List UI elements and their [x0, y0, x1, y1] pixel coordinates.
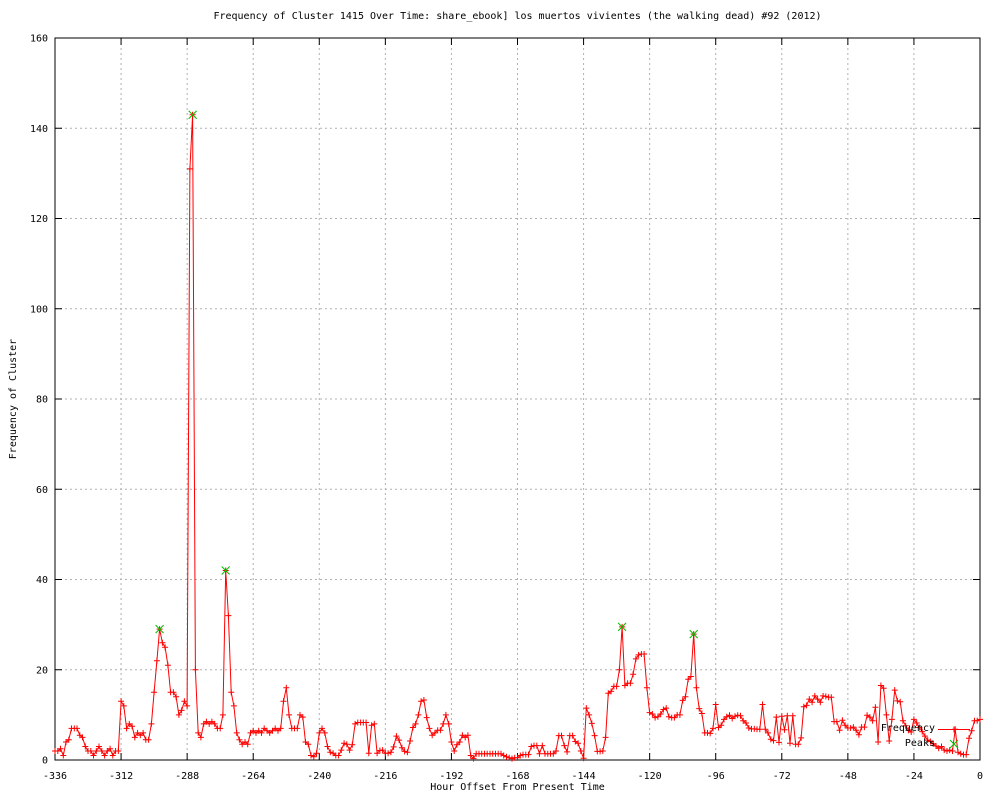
legend-peaks-sample-marker [949, 739, 959, 749]
x-tick-label: -240 [307, 771, 331, 782]
chart-title: Frequency of Cluster 1415 Over Time: sha… [213, 11, 822, 22]
y-tick-label: 20 [36, 665, 48, 676]
x-axis-label: Hour Offset From Present Time [430, 782, 605, 793]
y-tick-label: 160 [30, 34, 48, 45]
x-tick-label: -120 [638, 771, 662, 782]
x-tick-label: -72 [773, 771, 791, 782]
y-tick-label: 140 [30, 124, 48, 135]
y-tick-label: 120 [30, 214, 48, 225]
y-tick-label: 80 [36, 395, 48, 406]
y-tick-label: 60 [36, 485, 48, 496]
x-tick-label: -96 [707, 771, 725, 782]
peak-markers [155, 110, 699, 639]
legend-frequency-sample-point [951, 726, 957, 733]
x-tick-label: -312 [109, 771, 133, 782]
legend-label-peaks: Peaks [904, 738, 935, 749]
x-tick-label: 0 [977, 771, 983, 782]
y-tick-label: 0 [42, 756, 48, 767]
frequency-point-markers [52, 111, 983, 762]
x-tick-label: -264 [241, 771, 265, 782]
x-tick-label: -48 [839, 771, 857, 782]
y-tick-label: 40 [36, 575, 48, 586]
y-tick-label: 100 [30, 304, 48, 315]
x-tick-label: -288 [175, 771, 199, 782]
x-tick-label: -216 [373, 771, 397, 782]
x-tick-label: -144 [572, 771, 596, 782]
y-axis-label: Frequency of Cluster [8, 338, 19, 460]
x-tick-label: -336 [43, 771, 67, 782]
legend-label-frequency: Frequency [880, 723, 935, 734]
frequency-line [55, 114, 981, 760]
x-tick-label: -192 [439, 771, 463, 782]
x-tick-label: -168 [505, 771, 529, 782]
x-tick-label: -24 [905, 771, 923, 782]
